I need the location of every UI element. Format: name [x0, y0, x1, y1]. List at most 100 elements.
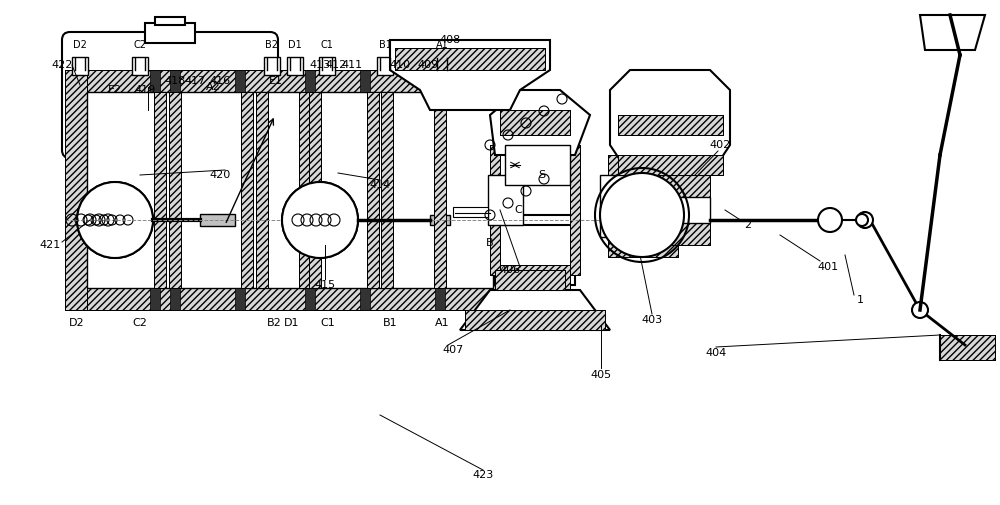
Bar	[87, 92, 493, 288]
Bar	[72, 57, 88, 75]
Text: A1: A1	[435, 318, 449, 328]
Text: 406: 406	[499, 265, 521, 275]
Bar	[493, 70, 515, 310]
Bar	[395, 48, 545, 70]
Bar	[618, 155, 723, 175]
Bar	[430, 215, 450, 225]
Bar	[500, 265, 570, 295]
Bar	[660, 223, 710, 245]
Bar	[618, 115, 723, 135]
Text: C2: C2	[133, 318, 147, 328]
Text: 414: 414	[369, 180, 391, 190]
Text: C2: C2	[134, 40, 146, 50]
Bar	[660, 223, 710, 245]
Bar	[154, 92, 166, 288]
Bar	[940, 335, 995, 360]
Polygon shape	[460, 290, 610, 330]
Bar	[360, 288, 370, 310]
Text: 410: 410	[389, 60, 411, 70]
Bar	[367, 92, 379, 288]
Text: E2: E2	[108, 85, 122, 95]
Bar	[145, 23, 195, 43]
Bar	[65, 70, 87, 310]
Bar	[435, 288, 445, 310]
Text: 415: 415	[314, 280, 336, 290]
Polygon shape	[920, 15, 985, 50]
Bar	[493, 70, 515, 310]
Text: 2: 2	[744, 220, 752, 230]
Circle shape	[282, 182, 358, 258]
Text: 405: 405	[590, 370, 612, 380]
Text: A2: A2	[206, 82, 220, 92]
Bar	[434, 57, 450, 75]
Text: 401: 401	[817, 262, 839, 272]
Text: 413: 413	[309, 60, 331, 70]
Circle shape	[77, 182, 153, 258]
Text: 408: 408	[439, 35, 461, 45]
Bar	[169, 92, 181, 288]
Text: 412: 412	[325, 60, 347, 70]
Text: B2: B2	[266, 40, 278, 50]
Bar	[287, 57, 303, 75]
Bar	[377, 57, 393, 75]
Bar	[660, 175, 710, 197]
Bar	[500, 110, 570, 135]
Text: B1: B1	[379, 40, 391, 50]
Bar	[381, 92, 393, 288]
Text: D1: D1	[288, 40, 302, 50]
Text: B2: B2	[267, 318, 281, 328]
Text: E1: E1	[269, 76, 283, 86]
Text: 418: 418	[164, 76, 186, 86]
Text: D1: D1	[284, 318, 300, 328]
Bar	[435, 70, 445, 92]
Text: 411: 411	[341, 60, 363, 70]
Bar	[488, 175, 523, 225]
Bar	[155, 17, 185, 25]
Bar	[434, 92, 446, 288]
Bar	[305, 288, 315, 310]
Text: 1: 1	[856, 295, 864, 305]
Text: 421: 421	[39, 240, 61, 250]
Bar	[169, 92, 181, 288]
Text: A1: A1	[436, 40, 448, 50]
Bar	[608, 237, 678, 257]
Text: S: S	[538, 170, 546, 180]
Bar	[170, 288, 180, 310]
Bar	[608, 155, 678, 175]
Bar	[309, 92, 321, 288]
Bar	[305, 70, 315, 92]
Text: 409: 409	[417, 60, 439, 70]
Text: 403: 403	[641, 315, 663, 325]
Bar	[235, 70, 245, 92]
Bar	[299, 92, 311, 288]
Bar	[490, 145, 500, 275]
Bar	[940, 335, 995, 360]
Bar	[170, 70, 180, 92]
FancyBboxPatch shape	[62, 32, 278, 158]
Circle shape	[282, 182, 358, 258]
Bar	[150, 288, 160, 310]
Bar	[495, 225, 575, 285]
Text: 422: 422	[51, 60, 73, 70]
Polygon shape	[390, 40, 550, 110]
Bar	[505, 145, 570, 185]
Bar	[618, 115, 723, 135]
Bar	[570, 145, 580, 275]
Bar	[309, 92, 321, 288]
Bar	[367, 92, 379, 288]
Bar	[570, 145, 580, 275]
Bar	[608, 155, 678, 175]
Text: 417: 417	[184, 76, 206, 86]
Bar	[381, 92, 393, 288]
Bar	[154, 92, 166, 288]
Text: 423: 423	[472, 470, 494, 480]
Bar	[660, 175, 710, 197]
Text: C: C	[514, 205, 522, 215]
Bar	[235, 288, 245, 310]
Bar	[299, 92, 311, 288]
Bar	[65, 70, 87, 310]
Bar	[150, 70, 160, 92]
Bar	[434, 92, 446, 288]
Bar	[618, 155, 723, 175]
Circle shape	[77, 182, 153, 258]
